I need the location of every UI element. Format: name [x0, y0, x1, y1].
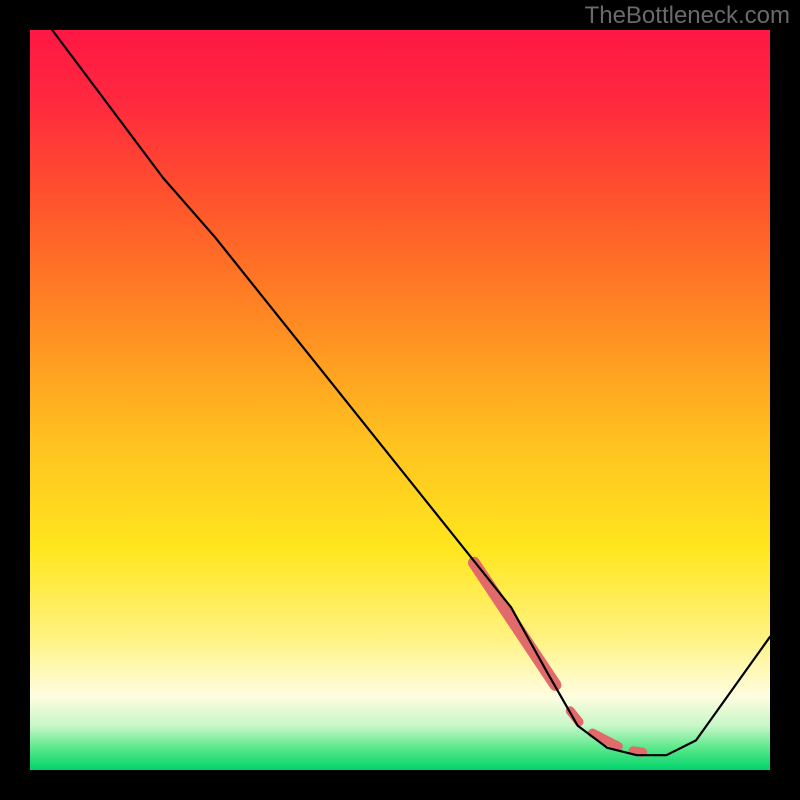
chart-svg	[30, 30, 770, 770]
highlight-dash	[633, 751, 643, 752]
watermark-text: TheBottleneck.com	[585, 2, 790, 30]
chart-area	[30, 30, 770, 770]
chart-container: TheBottleneck.com	[0, 0, 800, 800]
chart-background	[30, 30, 770, 770]
